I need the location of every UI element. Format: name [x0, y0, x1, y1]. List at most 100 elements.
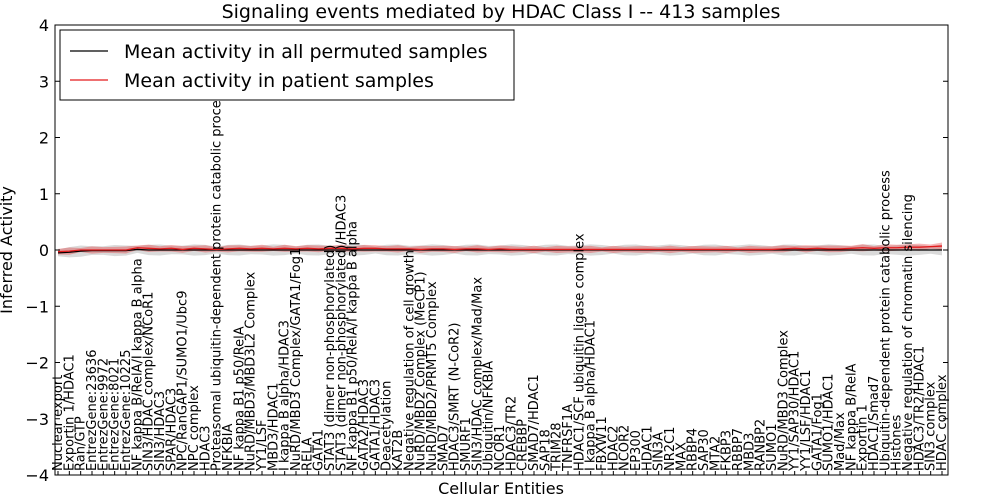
x-category-label: NCOR2	[618, 425, 633, 471]
x-category-label: SMURF1	[459, 417, 474, 471]
x-category-label: STAT3 (dimer non-phosphorylated)/HDAC3	[334, 195, 349, 471]
x-category-label: FKBP3	[720, 430, 735, 471]
x-category-label: HDAC3/TR2/HDAC1	[912, 346, 927, 471]
x-category-label: Exportin 1/HDAC1	[62, 354, 77, 471]
y-tick-label: 0	[39, 241, 49, 260]
x-category-label: NCOR1	[493, 425, 508, 471]
x-category-label: NPC/RanGAP1/SUMO1/Ubc9	[176, 291, 191, 471]
x-category-label: GATA1	[312, 429, 327, 471]
x-category-label: Proteasomal ubiquitin-dependent protein …	[210, 86, 225, 471]
x-category-label: SAP30	[697, 429, 712, 471]
series-lines	[57, 245, 943, 254]
y-tick-label: 1	[39, 185, 49, 204]
x-category-label: NuRD/MBD3 Complex/GATA1/Fog1	[289, 248, 304, 471]
x-category-label: NF kappa B/RelA	[844, 363, 859, 471]
x-category-label: NF kappa B/RelA/I kappa B alpha	[130, 258, 145, 471]
x-category-label: TRIM28	[550, 422, 565, 472]
x-category-label: HDAC2	[606, 425, 621, 471]
x-category-label: SMAD7	[436, 424, 451, 471]
permuted-band	[58, 244, 942, 258]
x-category-label: SMAD7/HDAC1	[527, 374, 542, 471]
x-category-label: Deacetylation	[380, 381, 395, 471]
x-category-label: SIN3 complex	[924, 381, 939, 471]
x-category-label: MBD3	[742, 433, 757, 471]
x-category-label: YY1/SAP30/HDAC1	[788, 351, 803, 472]
x-category-label: HDAC3/TR2	[504, 396, 519, 471]
x-category-label: NuRD/MBD3 Complex	[776, 330, 791, 471]
x-category-label: NR2C1	[663, 427, 678, 471]
x-axis-label: Cellular Entities	[438, 479, 564, 498]
x-category-label: HDAC3	[198, 425, 213, 471]
x-category-label: HDAC complex	[935, 374, 950, 471]
x-category-label: TNFRSF1A	[561, 404, 576, 472]
x-category-label: EntrezGene:10225	[119, 350, 134, 471]
x-category-label: HDAC3/SMRT (N-CoR2)	[448, 323, 463, 471]
x-category-label: I kappa B alpha/HDAC1	[584, 320, 599, 471]
legend: Mean activity in all permuted samples Me…	[59, 29, 515, 101]
legend-label-permuted: Mean activity in all permuted samples	[124, 41, 487, 63]
x-category-label: MAX	[674, 442, 689, 471]
x-category-label: STAT3 (dimer non-phosphorylated)	[323, 245, 338, 471]
x-category-label: MTA2	[708, 436, 723, 471]
x-category-label: GATA1/HDAC3	[368, 379, 383, 471]
x-category-label: RBBP7	[731, 428, 746, 471]
x-category-label: SUMO1	[765, 424, 780, 472]
x-category-label: Negative regulation of chromatin silenci…	[901, 194, 916, 471]
x-category-label: HDAC1	[640, 425, 655, 471]
x-category-label: KAT2B	[391, 430, 406, 471]
legend-box	[59, 29, 515, 101]
x-category-label: EP300	[629, 430, 644, 471]
x-category-label: EntrezGene:9972	[96, 358, 111, 471]
x-category-label: HDAC1/SCF ubiquitin ligase complex	[572, 233, 587, 471]
x-category-label: Ubiquitin-dependent protein catabolic pr…	[878, 170, 893, 471]
x-category-label: NF kappa B1 p50/RelA/I kappa B alpha	[346, 221, 361, 471]
x-category-label: YY1/LSF	[255, 419, 270, 472]
series-line-permuted	[57, 248, 942, 254]
x-category-label: I kappa B alpha/HDAC3	[278, 320, 293, 471]
x-category-label: Negative regulation of cell growth	[402, 250, 417, 471]
x-category-label: HDAC1/Smad7	[867, 376, 882, 471]
x-category-label: SUMO1/HDAC1	[822, 374, 837, 471]
x-category-label: NFKBIA	[221, 424, 236, 471]
x-category-label: RANBP2	[754, 419, 769, 471]
x-category-label: FBXW11	[595, 416, 610, 471]
y-tick-label: −1	[25, 297, 49, 316]
x-category-label: EntrezGene:23636	[85, 350, 100, 471]
y-tick-label: −2	[25, 354, 49, 373]
x-category-label: SIN3/HDAC complex/Mad/Max	[470, 277, 485, 471]
x-category-label: SPAR/HDAC3	[164, 388, 179, 471]
y-tick-label: 4	[39, 16, 49, 35]
x-category-label: GATA2/HDAC3	[357, 379, 372, 471]
legend-label-patient: Mean activity in patient samples	[124, 70, 434, 92]
x-category-label: SIN3A	[652, 432, 667, 471]
y-tick-label: −3	[25, 410, 49, 429]
y-tick-label: −4	[25, 466, 49, 485]
y-tick-label: 2	[39, 129, 49, 148]
x-category-label: RELA	[300, 437, 315, 471]
x-category-label: Histones	[890, 415, 905, 471]
x-category-label: NuRD/MBD3/MBD3L2 Complex	[244, 271, 259, 471]
x-category-label: NuRD/MBD2/PRMT5 Complex	[425, 281, 440, 471]
x-category-label: YY1/LSF/HDAC1	[799, 370, 814, 472]
x-category-label: SAP18	[538, 429, 553, 471]
y-axis: −4 −3 −2 −1 0 1 2 3 4	[25, 16, 948, 485]
chart-title: Signaling events mediated by HDAC Class …	[222, 1, 781, 23]
series-line-patient	[57, 245, 943, 253]
x-category-label: EntrezGene:8021	[108, 358, 123, 471]
x-category-label: Mad/Max	[833, 412, 848, 471]
x-category-label: Exportin 1	[856, 404, 871, 471]
x-category-label: MBD3/HDAC1	[266, 383, 281, 471]
x-category-label: SIN3/HDAC3	[153, 391, 168, 471]
x-category-label: Ran/GTP	[74, 416, 89, 471]
x-category-label: CREBBP	[516, 419, 531, 471]
x-category-label: SIN3/HDAC complex/NCoR1	[142, 292, 157, 471]
x-category-label: Ubiquitin/NFKBIA	[482, 361, 497, 471]
x-category-label: NuRD/MBD2 Complex (MeCP1)	[414, 271, 429, 471]
x-category-label: NPC complex	[187, 385, 202, 471]
x-category-label: GATA1/Fog1	[810, 393, 825, 471]
x-category-label: NF kappa B1 p50/RelA	[232, 326, 247, 471]
x-category-label: RBBP4	[686, 428, 701, 471]
y-tick-label: 3	[39, 72, 49, 91]
